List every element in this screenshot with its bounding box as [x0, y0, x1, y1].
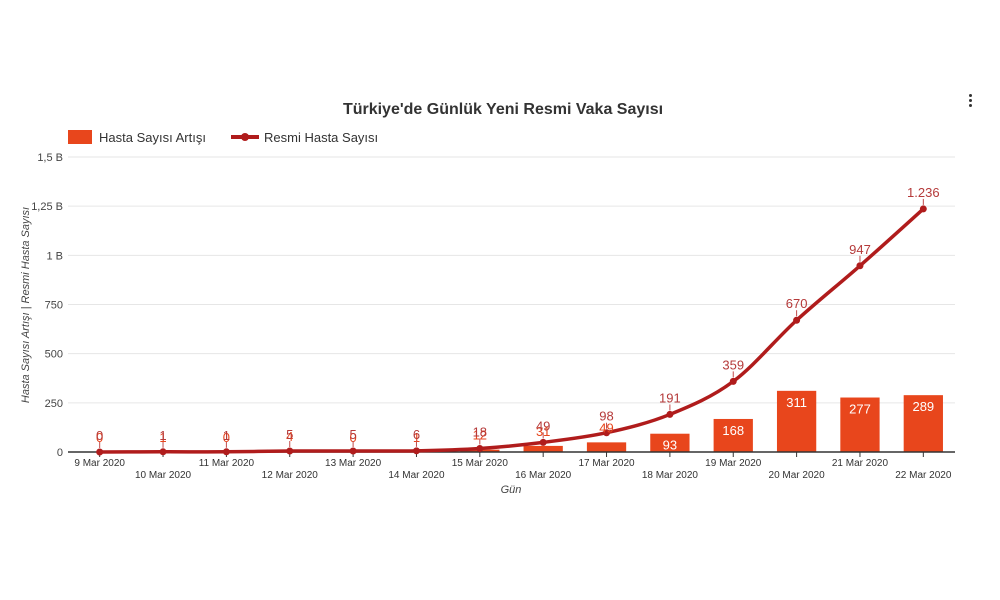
line-value-label: 49 [536, 418, 550, 433]
bar[interactable] [903, 395, 943, 452]
y-tick-label: 250 [45, 398, 63, 410]
x-tick-label: 17 Mar 2020 [578, 458, 635, 469]
y-tick-label: 500 [45, 349, 63, 361]
legend: Hasta Sayısı Artışı Resmi Hasta Sayısı [68, 130, 378, 145]
legend-swatch-marker [241, 133, 249, 141]
bar-value-label: 0 [223, 430, 230, 445]
bar-value-label: 168 [722, 423, 744, 438]
line-point[interactable] [159, 448, 167, 456]
bar-value-label: 277 [849, 402, 871, 417]
bar[interactable] [523, 445, 563, 452]
bar[interactable] [650, 433, 690, 452]
line-value-label: 18 [473, 424, 487, 439]
line-point[interactable] [286, 447, 294, 455]
line-value-label: 6 [413, 427, 420, 442]
menu-dot [968, 103, 972, 107]
y-tick-label: 1,5 B [37, 152, 63, 164]
bar[interactable] [713, 418, 753, 452]
legend-label-bar: Hasta Sayısı Artışı [99, 130, 206, 145]
line-point[interactable] [412, 447, 420, 455]
y-tick-label: 1 B [46, 250, 63, 262]
line-value-label: 670 [786, 296, 808, 311]
line-value-label: 1 [223, 428, 230, 443]
line-value-label: 947 [849, 242, 871, 257]
gridlines [68, 156, 955, 404]
bar[interactable] [586, 442, 627, 452]
x-tick-label: 20 Mar 2020 [769, 470, 826, 481]
bars [143, 390, 943, 452]
y-tick-label: 1,25 B [31, 201, 63, 213]
x-axis-ticks: 9 Mar 2020 10 Mar 2020 11 Mar 2020 12 Mar 2… [74, 452, 952, 481]
y-tick-label: 750 [45, 300, 63, 312]
legend-label-line: Resmi Hasta Sayısı [264, 130, 378, 145]
x-tick-label: 11 Mar 2020 [199, 458, 255, 469]
bar-value-label: 1 [159, 430, 166, 445]
line-point[interactable] [539, 438, 547, 446]
bar-value-label: 31 [536, 424, 550, 439]
x-tick-label: 18 Mar 2020 [642, 470, 699, 481]
line-point[interactable] [856, 262, 864, 270]
line-value-label: 0 [96, 428, 103, 443]
line-point[interactable] [666, 410, 674, 418]
line-point[interactable] [919, 205, 927, 213]
legend-item-bar[interactable]: Hasta Sayısı Artışı [68, 130, 206, 145]
line-point[interactable] [222, 448, 230, 456]
bar[interactable] [776, 390, 817, 452]
y-axis-title: Hasta Sayısı Artışı | Resmi Hasta Sayısı [20, 207, 32, 403]
x-tick-label: 16 Mar 2020 [515, 470, 572, 481]
line-point[interactable] [96, 448, 104, 456]
bar-value-label: 1 [413, 430, 420, 445]
y-axis-ticks: 0 250 500 750 1 B 1,25 B 1,5 B [31, 152, 63, 459]
bar-value-label: 12 [473, 428, 487, 443]
bar-value-label: 4 [286, 429, 293, 444]
line-value-label: 5 [349, 427, 356, 442]
menu-dot [968, 93, 972, 97]
more-vertical-icon[interactable] [962, 90, 978, 110]
line-value-label: 359 [722, 357, 744, 372]
bar-value-label: 93 [663, 438, 677, 453]
line-point[interactable] [349, 447, 357, 455]
x-axis-title: Gün [501, 484, 522, 496]
x-tick-label: 12 Mar 2020 [262, 470, 319, 481]
x-tick-label: 19 Mar 2020 [705, 458, 762, 469]
line-series [96, 205, 927, 456]
line-point[interactable] [476, 444, 484, 452]
legend-item-line[interactable]: Resmi Hasta Sayısı [231, 130, 378, 145]
line-point[interactable] [729, 377, 737, 385]
x-tick-label: 10 Mar 2020 [135, 470, 192, 481]
bar-value-label: 311 [786, 395, 807, 410]
bar-value-label: 0 [349, 430, 356, 445]
line-value-label: 98 [599, 409, 613, 424]
x-tick-label: 9 Mar 2020 [74, 458, 125, 469]
chart-title: Türkiye'de Günlük Yeni Resmi Vaka Sayısı [343, 101, 663, 118]
x-tick-label: 14 Mar 2020 [388, 470, 445, 481]
line-value-label: 191 [659, 390, 681, 405]
bar-value-label: 289 [912, 399, 934, 414]
line-value-label: 1 [159, 428, 166, 443]
menu-dot [968, 98, 972, 102]
bar-value-label: 0 [96, 430, 103, 445]
bar[interactable] [840, 397, 880, 452]
x-tick-label: 13 Mar 2020 [325, 458, 382, 469]
line-value-label: 1.236 [907, 185, 940, 200]
line-point[interactable] [793, 316, 801, 324]
legend-swatch-bar [68, 130, 92, 144]
y-tick-label: 0 [57, 447, 63, 459]
x-tick-label: 22 Mar 2020 [895, 470, 952, 481]
x-tick-label: 21 Mar 2020 [832, 458, 889, 469]
line-point[interactable] [603, 429, 611, 437]
line-value-label: 5 [286, 427, 293, 442]
x-tick-label: 15 Mar 2020 [452, 458, 509, 469]
